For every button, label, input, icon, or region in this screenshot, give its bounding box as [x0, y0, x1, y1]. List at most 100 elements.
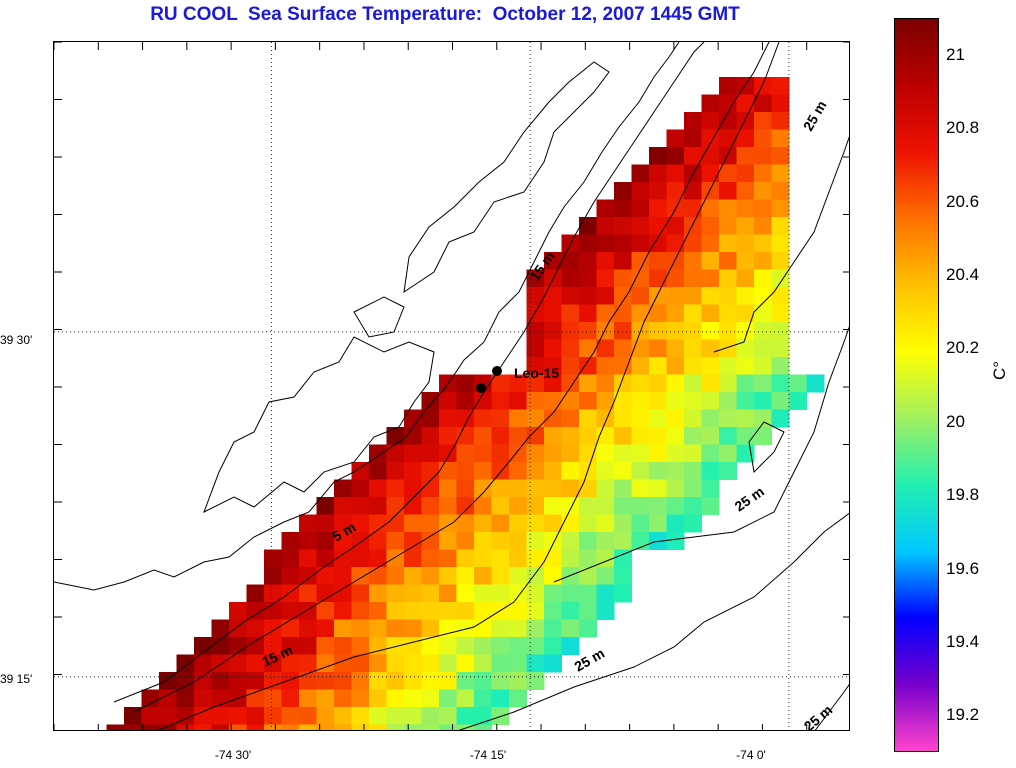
sst-cell — [771, 94, 790, 113]
colorbar-tick-6: 19.8 — [946, 485, 980, 505]
sst-cell — [334, 514, 352, 533]
sst-cell — [701, 479, 720, 498]
sst-cell — [631, 287, 650, 305]
sst-cell — [596, 479, 615, 498]
sst-cell — [701, 252, 720, 270]
sst-cell — [579, 357, 597, 375]
colorbar-unit-label: C° — [990, 360, 1009, 380]
sst-cell — [771, 392, 790, 410]
sst-cell — [369, 619, 387, 638]
sst-cell — [439, 409, 457, 428]
sst-cell — [754, 269, 772, 288]
sst-cell — [369, 654, 387, 673]
sst-cell — [526, 602, 545, 620]
sst-cell — [351, 549, 370, 568]
sst-cell — [736, 287, 755, 305]
sst-cell — [404, 654, 422, 673]
sst-cell — [684, 287, 702, 305]
sst-cell — [684, 129, 702, 148]
sst-cell — [456, 444, 475, 463]
sst-cell — [334, 497, 352, 515]
sst-cell — [579, 602, 597, 620]
sst-cell — [351, 724, 370, 730]
sst-pixel-layer — [106, 77, 825, 730]
sst-cell — [754, 129, 772, 148]
sst-cell — [754, 112, 772, 130]
sst-cell — [386, 654, 405, 673]
sst-cell — [351, 619, 370, 638]
sst-cell — [211, 707, 230, 725]
leo-15-station[interactable]: Leo-15 — [476, 365, 559, 393]
sst-cell — [421, 689, 440, 708]
sst-cell — [264, 654, 282, 673]
sst-cell — [544, 567, 562, 585]
map-canvas[interactable]: 5 m15 m15 m25 m25 m25 m25 m Leo-15 — [54, 42, 850, 731]
sst-cell — [649, 462, 667, 480]
sst-cell — [561, 462, 580, 480]
sst-cell — [596, 322, 615, 340]
leo-15-label: Leo-15 — [514, 365, 559, 381]
sst-cell — [404, 514, 422, 533]
sst-cell — [544, 374, 562, 393]
sst-cell — [351, 479, 370, 498]
sst-cell — [194, 654, 212, 673]
sst-cell — [666, 217, 685, 235]
sst-cell — [631, 304, 650, 323]
sst-cell — [754, 94, 772, 113]
sst-cell — [334, 584, 352, 603]
sst-cell — [614, 374, 632, 393]
sst-cell — [771, 304, 790, 323]
sst-cell — [229, 707, 247, 725]
sst-cell — [579, 217, 597, 235]
contour-label-5: 25 m — [800, 98, 830, 134]
sst-cell — [316, 637, 335, 655]
sst-cell — [719, 339, 737, 358]
sst-cell — [474, 602, 492, 620]
sst-cell — [754, 164, 772, 183]
sst-cell — [719, 392, 737, 410]
sst-cell — [561, 602, 580, 620]
sst-cell — [526, 514, 545, 533]
sst-cell — [701, 129, 720, 148]
sst-cell — [789, 374, 807, 393]
sst-cell — [421, 619, 440, 638]
sst-cell — [736, 147, 755, 165]
sst-cell — [614, 409, 632, 428]
sst-cell — [596, 584, 615, 603]
sst-cell — [299, 532, 317, 550]
sst-cell — [596, 339, 615, 358]
sst-cell — [474, 514, 492, 533]
sst-cell — [754, 322, 772, 340]
sst-cell — [736, 322, 755, 340]
sst-cell — [264, 567, 282, 585]
sst-cell — [421, 532, 440, 550]
sst-cell — [509, 584, 527, 603]
sst-cell — [666, 164, 685, 183]
sst-cell — [631, 462, 650, 480]
sst-cell — [544, 392, 562, 410]
sst-cell — [386, 427, 405, 445]
sst-cell — [649, 147, 667, 165]
sst-cell — [614, 199, 632, 218]
sst-cell — [316, 584, 335, 603]
sst-map[interactable]: 5 m 15 m 15 m 25 m 25 m 25 m 25 m Leo-15 — [53, 41, 850, 731]
sst-cell — [456, 462, 475, 480]
sst-cell — [701, 462, 720, 480]
sst-cell — [264, 602, 282, 620]
sst-cell — [614, 427, 632, 445]
sst-cell — [771, 339, 790, 358]
sst-cell — [369, 444, 387, 463]
sst-cell — [736, 409, 755, 428]
sst-cell — [701, 269, 720, 288]
sst-cell — [719, 287, 737, 305]
bay-marsh-1 — [203, 336, 435, 514]
sst-cell — [579, 252, 597, 270]
sst-cell — [614, 357, 632, 375]
sst-cell — [439, 479, 457, 498]
sst-cell — [439, 584, 457, 603]
map-title: RU COOL Sea Surface Temperature: October… — [150, 4, 740, 25]
sst-cell — [526, 269, 545, 288]
sst-cell — [509, 619, 527, 638]
sst-cell — [719, 357, 737, 375]
sst-cell — [561, 567, 580, 585]
